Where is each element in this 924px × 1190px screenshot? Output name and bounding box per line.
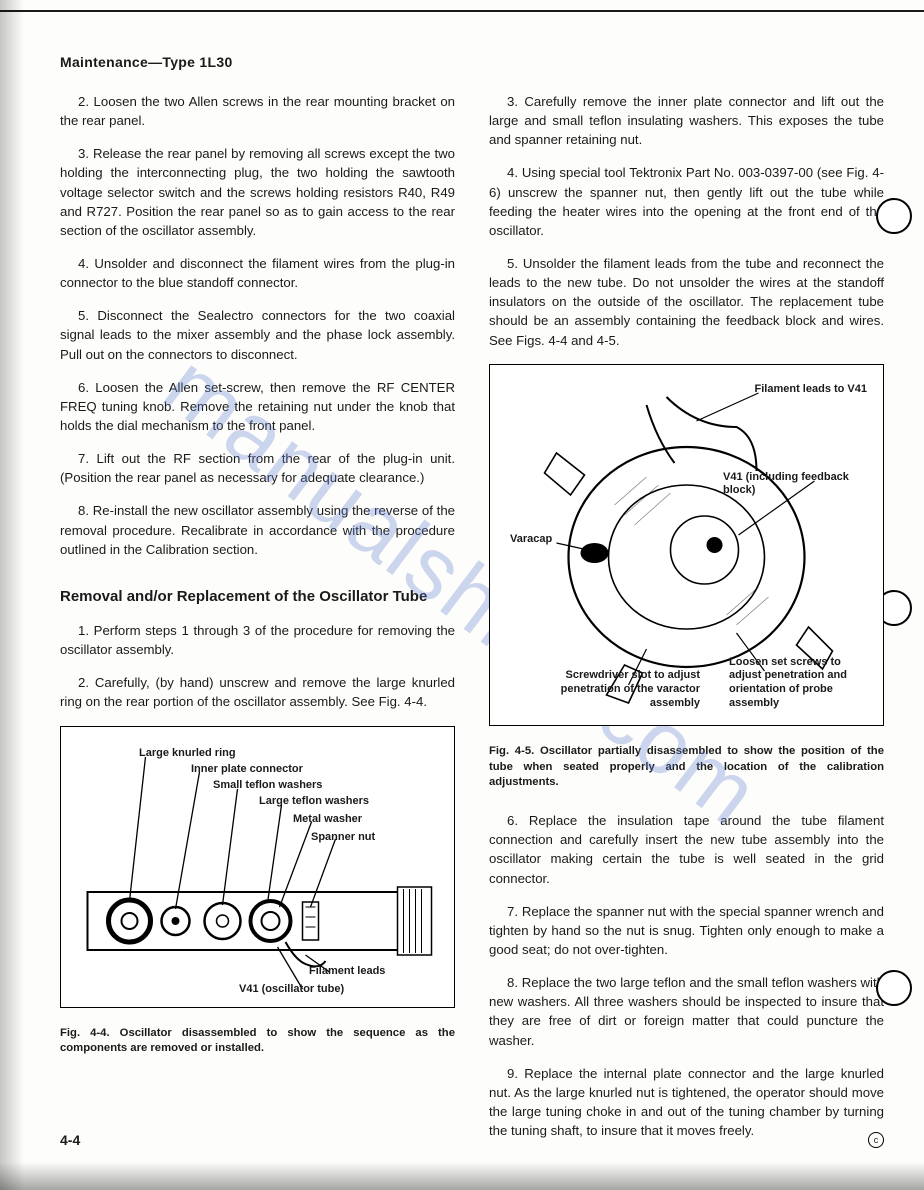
punch-hole-icon xyxy=(876,198,912,234)
label-metal-washer: Metal washer xyxy=(293,813,362,825)
label-large-knurled-ring: Large knurled ring xyxy=(139,747,236,759)
page-header: Maintenance—Type 1L30 xyxy=(60,54,884,70)
label-large-teflon-washers: Large teflon washers xyxy=(259,795,369,807)
r-step-7: 7. Replace the spanner nut with the spec… xyxy=(489,902,884,959)
tube-step-1: 1. Perform steps 1 through 3 of the proc… xyxy=(60,621,455,659)
right-column: 3. Carefully remove the inner plate conn… xyxy=(489,92,884,1154)
label-filament-leads-v41: Filament leads to V41 xyxy=(755,383,867,397)
label-inner-plate-connector: Inner plate connector xyxy=(191,763,303,775)
copyright-icon: c xyxy=(868,1132,884,1148)
label-small-teflon-washers: Small teflon washers xyxy=(213,779,322,791)
r-step-5: 5. Unsolder the filament leads from the … xyxy=(489,254,884,350)
two-column-layout: 2. Loosen the two Allen screws in the re… xyxy=(60,92,884,1154)
fig-4-4-caption: Fig. 4-4. Oscillator disassembled to sho… xyxy=(60,1026,455,1058)
step-7: 7. Lift out the RF section from the rear… xyxy=(60,449,455,487)
label-spanner-nut: Spanner nut xyxy=(311,831,375,843)
r-step-3: 3. Carefully remove the inner plate conn… xyxy=(489,92,884,149)
label-varacap: Varacap xyxy=(510,533,552,547)
label-loosen-set-screws: Loosen set screws to adjust penetration … xyxy=(729,656,869,711)
figure-4-5: Filament leads to V41 V41 (including fee… xyxy=(489,364,884,726)
page: manualshive.com Maintenance—Type 1L30 2.… xyxy=(0,0,924,1190)
r-step-6: 6. Replace the insulation tape around th… xyxy=(489,811,884,888)
section-heading: Removal and/or Replacement of the Oscill… xyxy=(60,587,455,607)
step-8: 8. Re-install the new oscillator assembl… xyxy=(60,501,455,558)
label-v41-tube: V41 (oscillator tube) xyxy=(239,983,344,995)
r-step-8: 8. Replace the two large teflon and the … xyxy=(489,973,884,1050)
label-screwdriver-slot: Screwdriver slot to adjust penetration o… xyxy=(528,669,700,710)
punch-hole-icon xyxy=(876,970,912,1006)
label-v41-feedback: V41 (including feedback block) xyxy=(723,471,873,499)
r-step-4: 4. Using special tool Tektronix Part No.… xyxy=(489,163,884,240)
fig-4-5-caption: Fig. 4-5. Oscillator partially disassemb… xyxy=(489,744,884,791)
step-2: 2. Loosen the two Allen screws in the re… xyxy=(60,92,455,130)
page-footer: 4-4 c xyxy=(60,1132,884,1148)
step-6: 6. Loosen the Allen set-screw, then remo… xyxy=(60,378,455,435)
scan-shadow xyxy=(0,1162,924,1190)
label-filament-leads: Filament leads xyxy=(309,965,385,977)
r-step-9: 9. Replace the internal plate connector … xyxy=(489,1064,884,1141)
scan-edge xyxy=(0,10,924,12)
page-number: 4-4 xyxy=(60,1132,80,1148)
left-column: 2. Loosen the two Allen screws in the re… xyxy=(60,92,455,1154)
figure-4-4: Large knurled ring Inner plate connector… xyxy=(60,726,455,1008)
step-4: 4. Unsolder and disconnect the filament … xyxy=(60,254,455,292)
tube-step-2: 2. Carefully, (by hand) unscrew and remo… xyxy=(60,673,455,711)
step-3: 3. Release the rear panel by removing al… xyxy=(60,144,455,240)
step-5: 5. Disconnect the Sealectro connectors f… xyxy=(60,306,455,363)
scan-shadow xyxy=(0,0,24,1190)
